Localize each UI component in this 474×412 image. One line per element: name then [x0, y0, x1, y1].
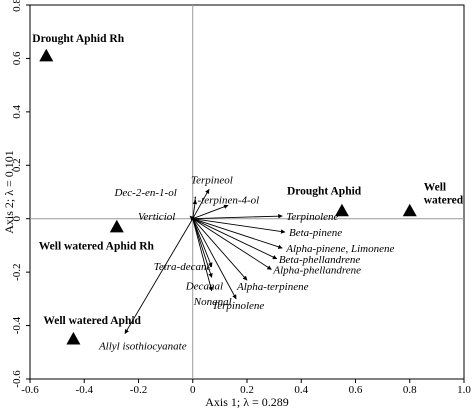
variable-arrow	[192, 218, 213, 268]
variable-label: Alpha-phellandrene	[272, 264, 361, 276]
variable-arrow	[192, 204, 229, 220]
variable-arrow	[192, 218, 278, 260]
variable-arrow	[192, 218, 286, 234]
variable-arrow	[192, 218, 237, 300]
treatment-markers: Drought Aphid Rh Drought Aphid Wellwatered…	[32, 33, 464, 345]
y-tick-label: -0.4	[11, 316, 23, 334]
x-tick-label: 0.2	[240, 384, 254, 396]
variable-label: Beta-phellandrene	[279, 254, 361, 266]
variable-label: Decanal	[185, 280, 223, 292]
y-tick-label: 0	[11, 215, 23, 221]
x-tick-label: 0	[190, 384, 196, 396]
variable-arrow	[192, 218, 213, 292]
y-axis-title: Axis 2; λ = 0.101	[2, 150, 16, 234]
variable-arrows: Terpineol Dec-2-en-1-ol 1-terpinen-4-ol Ver…	[98, 174, 395, 352]
y-axis-ticks: -0.6 -0.4 -0.2 0 0.2 0.4 0.6 0.8	[11, 0, 30, 388]
variable-arrow	[192, 188, 210, 219]
x-tick-label: -0.6	[21, 384, 39, 396]
treatment-marker	[66, 331, 81, 345]
variable-arrow	[192, 218, 272, 270]
variable-label: Alpha-terpinene	[236, 281, 309, 293]
treatment-marker	[109, 219, 124, 233]
x-tick-label: -0.2	[130, 384, 147, 396]
treatment-marker	[402, 203, 417, 217]
variable-arrow	[192, 218, 213, 278]
treatment-marker	[39, 48, 54, 62]
variable-label: Allyl isothiocyanate	[98, 341, 187, 353]
x-tick-label: -0.4	[76, 384, 94, 396]
x-tick-label: 0.8	[403, 384, 417, 396]
variable-arrow	[192, 218, 248, 281]
variable-label: Verticiol	[138, 211, 175, 223]
variable-label: Terpinolene	[212, 300, 264, 312]
treatment-label: Well watered Aphid Rh	[39, 241, 155, 253]
treatment-label: watered	[424, 195, 464, 207]
variable-label: Beta-pinene	[289, 227, 342, 239]
treatment-marker	[334, 203, 349, 217]
variable-arrow	[124, 218, 194, 334]
x-axis-ticks: -0.6 -0.4 -0.2 0 0.2 0.4 0.6 0.8 1.0	[21, 379, 471, 396]
x-axis-title: Axis 1; λ = 0.289	[205, 395, 289, 409]
treatment-label: Drought Aphid Rh	[32, 33, 124, 45]
x-tick-label: 0.4	[294, 384, 308, 396]
variable-label: Terpineol	[191, 174, 233, 186]
variable-arrow	[192, 218, 283, 249]
treatment-label: Well	[424, 182, 446, 194]
variable-arrow	[189, 215, 195, 221]
y-tick-label: -0.6	[11, 370, 23, 388]
x-tick-label: 1.0	[457, 384, 471, 396]
variable-label: Terpinolene	[286, 211, 338, 223]
variable-label: Tetra-decane	[154, 261, 212, 273]
variable-label: Nonanal	[193, 296, 232, 308]
variable-label: 1-terpinen-4-ol	[192, 194, 259, 206]
x-tick-label: 0.6	[349, 384, 363, 396]
treatment-label: Drought Aphid	[287, 186, 362, 198]
treatment-label: Well watered Aphid	[43, 315, 141, 327]
y-tick-label: -0.2	[11, 263, 23, 280]
y-tick-label: 0.4	[11, 104, 23, 118]
y-tick-label: 0.2	[11, 158, 23, 172]
variable-label: Dec-2-en-1-ol	[113, 187, 176, 199]
variable-arrow	[192, 199, 198, 219]
variable-label: Alpha-pinene, Limonene	[285, 243, 394, 255]
y-tick-label: 0.6	[11, 51, 23, 65]
variable-arrow	[192, 213, 283, 220]
y-tick-label: 0.8	[11, 0, 23, 12]
